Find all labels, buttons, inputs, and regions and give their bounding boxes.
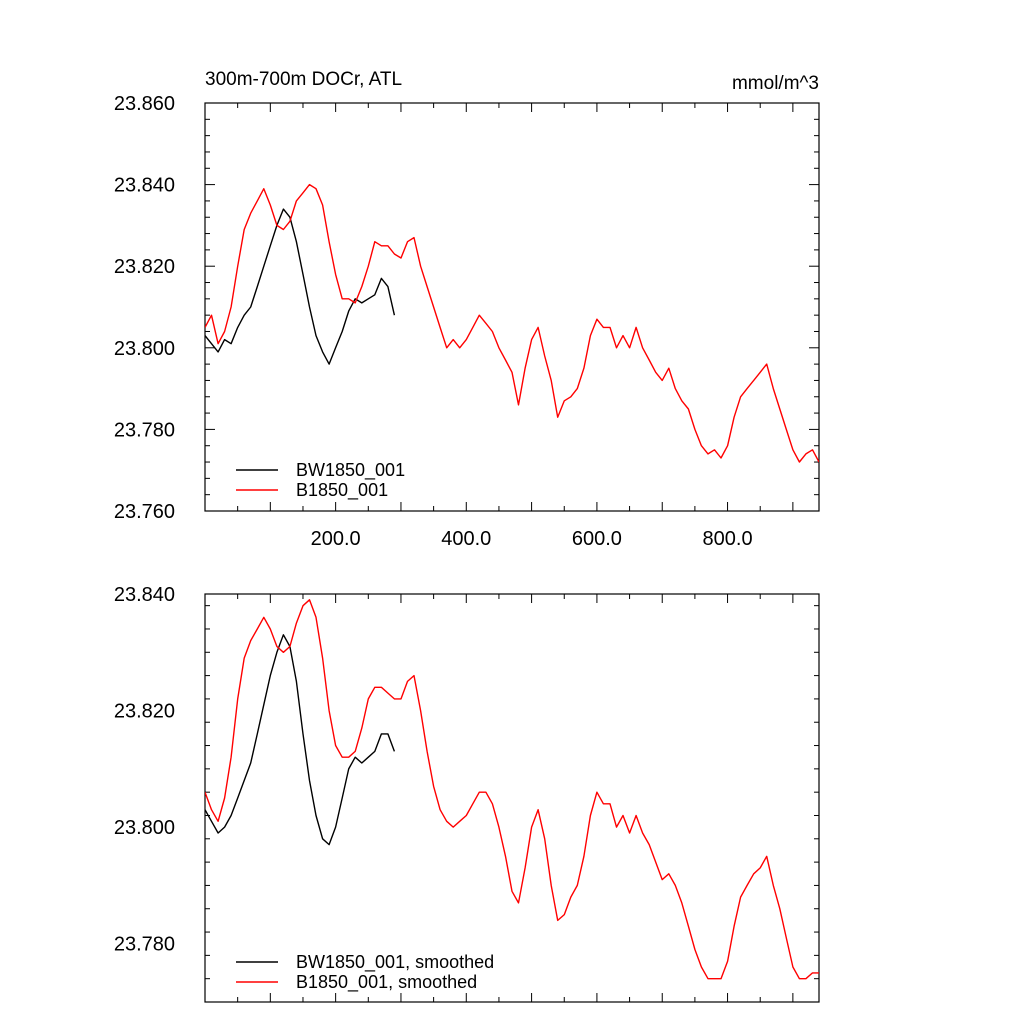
plot-frame [204,102,820,512]
y-tick-label: 23.780 [114,934,175,956]
x-tick-label: 600.0 [572,528,622,550]
series-lines [205,183,819,463]
y-tick-label: 23.840 [114,175,175,197]
series-lines [205,599,819,980]
legend-label-1: B1850_001 [296,480,388,501]
x-tick-label: 400.0 [441,528,491,550]
y-tick-label: 23.840 [114,584,175,606]
y-tick-label: 23.800 [114,338,175,360]
legend-label-1: B1850_001, smoothed [296,972,477,993]
y-tick-label: 23.780 [114,419,175,441]
y-tick-label: 23.800 [114,817,175,839]
x-tick-label: 800.0 [703,528,753,550]
y-tick-label: 23.820 [114,256,175,278]
top-panel: 200.0 400.0 600.0 800.0 23.760 23.780 23.800 23… [114,69,820,550]
legend-label-0: BW1850_001 [296,460,405,481]
series-line-1 [205,599,819,980]
x-tick-label: 200.0 [311,528,361,550]
y-tick-label: 23.820 [114,701,175,723]
plot-frame [204,593,820,1003]
chart-title: 300m-700m DOCr, ATL [205,69,402,90]
y-tick-label: 23.860 [114,93,175,115]
legend-label-0: BW1850_001, smoothed [296,952,494,973]
series-line-0 [205,634,396,846]
bottom-panel: 23.780 23.800 23.820 23.840 BW1850_001, smoo… [114,584,820,1003]
y-tick-label: 23.760 [114,501,175,523]
series-line-0 [205,208,396,365]
units-label: mmol/m^3 [732,73,819,94]
series-line-1 [205,183,819,463]
